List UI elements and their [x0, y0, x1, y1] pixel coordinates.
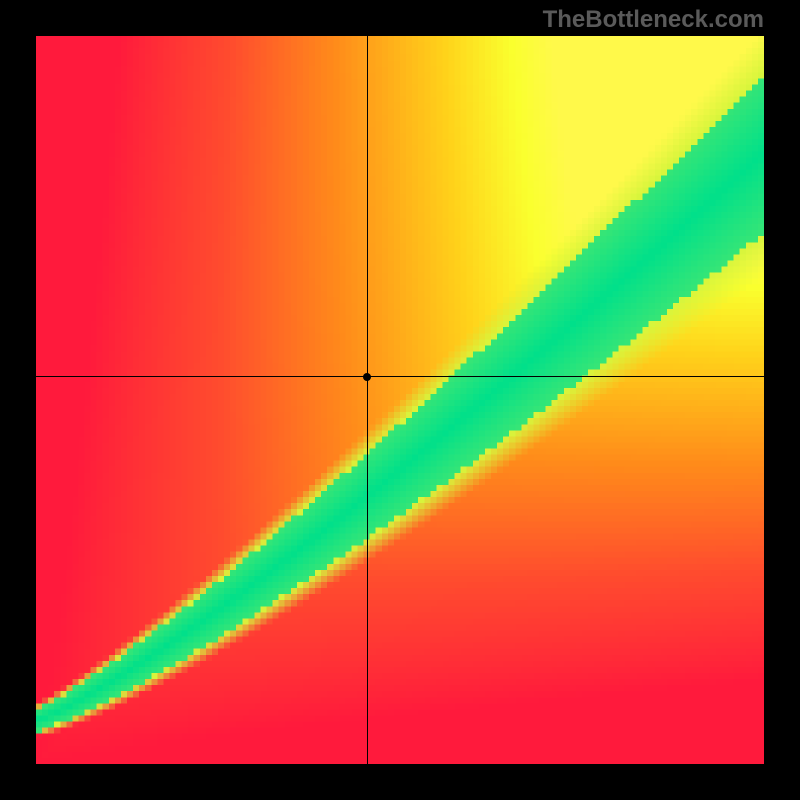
watermark-text: TheBottleneck.com	[543, 6, 764, 34]
chart-container: TheBottleneck.com	[0, 0, 800, 800]
crosshair-marker	[363, 373, 371, 381]
heatmap-canvas	[36, 36, 764, 764]
crosshair-vertical	[367, 36, 368, 764]
crosshair-horizontal	[36, 376, 764, 377]
